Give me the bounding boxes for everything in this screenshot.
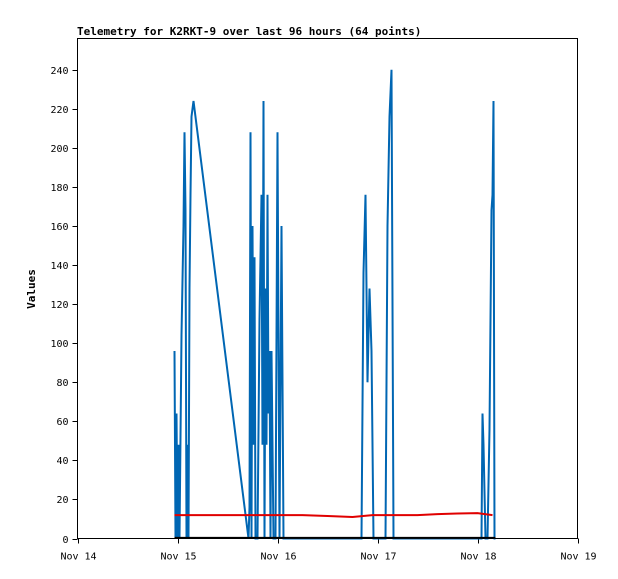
series-layer	[173, 69, 496, 540]
y-tick-label: 0	[62, 535, 68, 546]
y-tick-label: 60	[56, 417, 68, 428]
x-tick-label: Nov 16	[260, 552, 296, 563]
y-axis-label: Values	[25, 269, 38, 309]
x-tick-label: Nov 19	[560, 552, 596, 563]
y-tick-label: 140	[50, 261, 68, 272]
x-tick-label: Nov 18	[460, 552, 496, 563]
y-tick-label: 20	[56, 495, 68, 506]
y-tick-label: 120	[50, 300, 68, 311]
y-tick-label: 40	[56, 456, 68, 467]
y-tick-label: 220	[50, 105, 68, 116]
y-tick-label: 180	[50, 183, 68, 194]
x-tick-label: Nov 14	[60, 552, 96, 563]
y-tick-label: 240	[50, 66, 68, 77]
y-axis: 0 20 40 60 80 100 120 140 160 180 200 220 240	[50, 66, 78, 546]
y-tick-label: 160	[50, 222, 68, 233]
x-tick-label: Nov 15	[160, 552, 196, 563]
y-tick-label: 200	[50, 144, 68, 155]
series-line-2	[174, 512, 493, 519]
x-axis: Nov 14 Nov 15 Nov 16 Nov 17 Nov 18 Nov 19	[60, 538, 597, 563]
plot-area	[77, 38, 578, 539]
y-tick-label: 100	[50, 339, 68, 350]
x-tick-label: Nov 17	[360, 552, 396, 563]
chart-title: Telemetry for K2RKT-9 over last 96 hours…	[77, 25, 421, 38]
y-tick-label: 80	[56, 378, 68, 389]
